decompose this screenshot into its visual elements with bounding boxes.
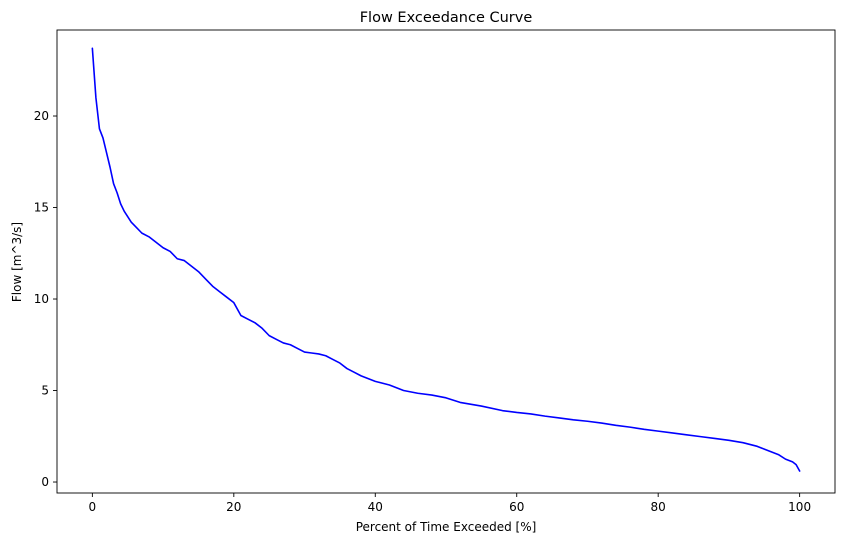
chart-title: Flow Exceedance Curve [360,10,533,26]
plot-area-frame [56,29,836,494]
x-tick-label: 80 [651,500,666,514]
x-tick-label: 40 [368,500,383,514]
y-tick-label: 10 [34,292,49,306]
flow-exceedance-line [91,47,801,472]
x-tick-label: 60 [509,500,524,514]
y-axis: 0 5 10 15 20 [34,109,57,489]
x-tick-label: 100 [788,500,811,514]
y-tick-label: 20 [34,109,49,123]
y-axis-label: Flow [m^3/s] [10,222,24,302]
y-tick-label: 0 [41,475,49,489]
x-tick-label: 20 [226,500,241,514]
x-tick-label: 0 [89,500,97,514]
y-tick-label: 5 [41,384,49,398]
y-tick-label: 15 [34,201,49,215]
x-axis-label: Percent of Time Exceeded [%] [356,520,537,534]
x-axis: 0 20 40 60 80 100 [89,493,811,514]
